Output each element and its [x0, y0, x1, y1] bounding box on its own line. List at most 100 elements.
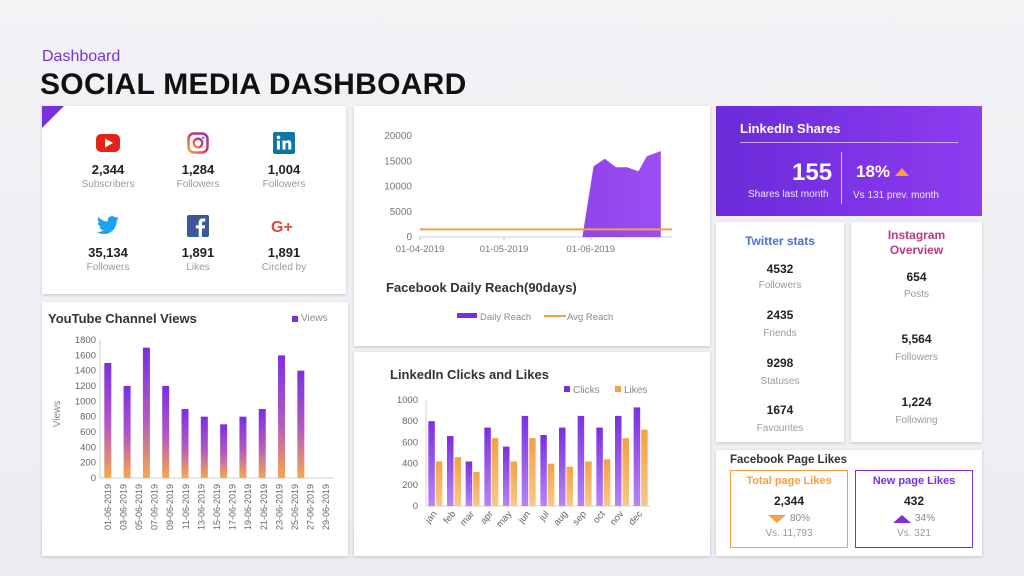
new-page-likes-box: New page Likes 432 34% Vs. 321 — [855, 470, 973, 548]
youtube-x-tick: 01-06-2019 — [103, 484, 113, 530]
linkedin-y-tick: 1000 — [397, 395, 418, 406]
youtube-bar — [162, 386, 170, 478]
social-youtube[interactable]: 2,344 Subscribers — [63, 130, 153, 190]
social-instagram[interactable]: 1,284 Followers — [153, 130, 243, 190]
reach-y-tick: 15000 — [384, 156, 412, 167]
linkedin-x-tick: jan — [422, 509, 439, 527]
facebook-likes-label: Likes — [186, 262, 210, 273]
linkedin-bar-clicks — [577, 415, 585, 506]
linkedin-x-tick: jul — [536, 509, 551, 524]
youtube-y-axis-label: Views — [52, 401, 63, 428]
linkedin-bar-likes — [454, 457, 461, 506]
linkedin-bar-clicks — [615, 415, 622, 506]
youtube-bar — [297, 370, 305, 478]
instagram-following-stat-label: Following — [895, 415, 938, 426]
legend-label-likes: Likes — [624, 385, 647, 396]
youtube-y-tick: 1200 — [75, 381, 96, 392]
facebook-reach-chart: Facebook Daily Reach(90days) Daily Reach… — [384, 131, 672, 323]
google-plus-circled-value: 1,891 — [267, 245, 301, 260]
twitter-followers-value: 35,134 — [88, 245, 128, 260]
linkedin-shares-pct: 18% — [856, 162, 909, 182]
linkedin-shares-divider — [740, 142, 958, 143]
social-linkedin[interactable]: 1,004 Followers — [239, 130, 329, 190]
linkedin-shares-pct-value: 18% — [856, 162, 891, 181]
linkedin-followers-value: 1,004 — [267, 162, 301, 177]
reach-y-tick: 20000 — [384, 131, 412, 142]
social-google-plus[interactable]: G+ 1,891 Circled by — [239, 213, 329, 273]
total-likes-heading: Total page Likes — [746, 475, 832, 487]
reach-x-tick: 01-04-2019 — [396, 244, 445, 255]
linkedin-shares-value: 155 — [792, 159, 833, 186]
linkedin-bar-likes — [585, 461, 592, 506]
total-likes-vs: Vs. 11,793 — [765, 528, 813, 539]
daily-reach-area — [420, 151, 661, 237]
youtube-x-tick: 11-06-2019 — [181, 484, 191, 529]
youtube-bar — [278, 355, 286, 478]
youtube-y-tick: 600 — [80, 427, 96, 438]
youtube-x-tick: 21-06-2019 — [259, 484, 269, 530]
linkedin-bar-clicks — [633, 407, 641, 506]
reach-y-tick: 10000 — [384, 182, 412, 193]
linkedin-x-tick: apr — [478, 509, 495, 527]
youtube-bar — [258, 409, 266, 478]
legend-label-clicks: Clicks — [573, 385, 600, 396]
youtube-bar — [200, 416, 208, 478]
linkedin-bar-likes — [491, 438, 499, 506]
legend-label-avg-reach: Avg Reach — [567, 312, 613, 323]
new-likes-pct: 34% — [914, 513, 935, 524]
new-likes-vs: Vs. 321 — [897, 528, 931, 539]
instagram-title-line2: Overview — [889, 243, 944, 257]
linkedin-x-tick: dec — [627, 509, 645, 528]
facebook-likes-title: Facebook Page Likes — [730, 454, 847, 466]
twitter-stats-title: Twitter stats — [745, 234, 815, 248]
twitter-favourites-stat-label: Favourites — [756, 423, 804, 434]
instagram-followers-label: Followers — [176, 179, 220, 190]
linkedin-clicks-card: LinkedIn Clicks and Likes Clicks Likes 0… — [354, 352, 710, 556]
page-kicker: Dashboard — [42, 48, 121, 65]
linkedin-x-tick: sep — [571, 509, 589, 528]
triangle-up-icon — [892, 514, 911, 523]
legend-swatch-daily-reach — [457, 313, 477, 318]
youtube-views-card: YouTube Channel Views Views Views 0 200 40… — [42, 302, 348, 556]
triangle-down-icon — [767, 514, 786, 523]
social-facebook[interactable]: 1,891 Likes — [153, 213, 243, 273]
corner-accent — [42, 106, 64, 128]
youtube-bar — [181, 409, 189, 478]
legend-swatch-likes — [615, 386, 621, 392]
linkedin-bar-likes — [529, 438, 536, 506]
google-plus-circled-label: Circled by — [261, 262, 307, 273]
linkedin-clicks-chart: LinkedIn Clicks and Likes Clicks Likes 0… — [390, 367, 650, 530]
linkedin-chart-title: LinkedIn Clicks and Likes — [390, 367, 549, 382]
youtube-x-tick: 13-06-2019 — [196, 484, 206, 530]
linkedin-shares-title: LinkedIn Shares — [740, 121, 841, 136]
reach-y-tick: 5000 — [390, 207, 413, 218]
total-likes-value: 2,344 — [773, 494, 805, 508]
linkedin-followers-label: Followers — [262, 179, 306, 190]
instagram-icon — [153, 130, 243, 156]
facebook-reach-title: Facebook Daily Reach(90days) — [386, 280, 577, 295]
linkedin-x-tick: jun — [516, 509, 533, 527]
twitter-statuses-stat-label: Statuses — [760, 376, 800, 387]
twitter-followers-stat-label: Followers — [758, 280, 802, 291]
linkedin-bar-clicks — [559, 427, 566, 506]
total-likes-pct: 80% — [789, 513, 810, 524]
youtube-x-tick: 15-06-2019 — [212, 484, 222, 530]
youtube-y-tick: 0 — [91, 473, 96, 484]
twitter-followers-stat: 4532 — [766, 262, 794, 276]
youtube-y-tick: 1600 — [75, 350, 96, 361]
linkedin-x-tick: feb — [441, 509, 458, 526]
linkedin-y-tick: 200 — [402, 480, 418, 491]
linkedin-bar-clicks — [484, 427, 491, 506]
youtube-x-tick: 09-06-2019 — [165, 484, 175, 530]
youtube-x-tick: 07-06-2019 — [150, 484, 160, 530]
youtube-views-chart: Views 0 200 400 600 800 1000 1200 1400 1600 1800 0… — [52, 335, 334, 530]
social-twitter[interactable]: 35,134 Followers — [63, 213, 153, 273]
youtube-icon — [63, 130, 153, 156]
facebook-icon — [153, 213, 243, 239]
instagram-title-line1: Instagram — [887, 228, 946, 242]
twitter-statuses-stat: 9298 — [766, 356, 794, 370]
twitter-stats-card: Twitter stats 4532 Followers 2435 Friend… — [716, 222, 844, 442]
youtube-subscribers-label: Subscribers — [81, 179, 135, 190]
instagram-posts-stat: 654 — [906, 270, 927, 284]
instagram-followers-stat-label: Followers — [895, 352, 938, 363]
